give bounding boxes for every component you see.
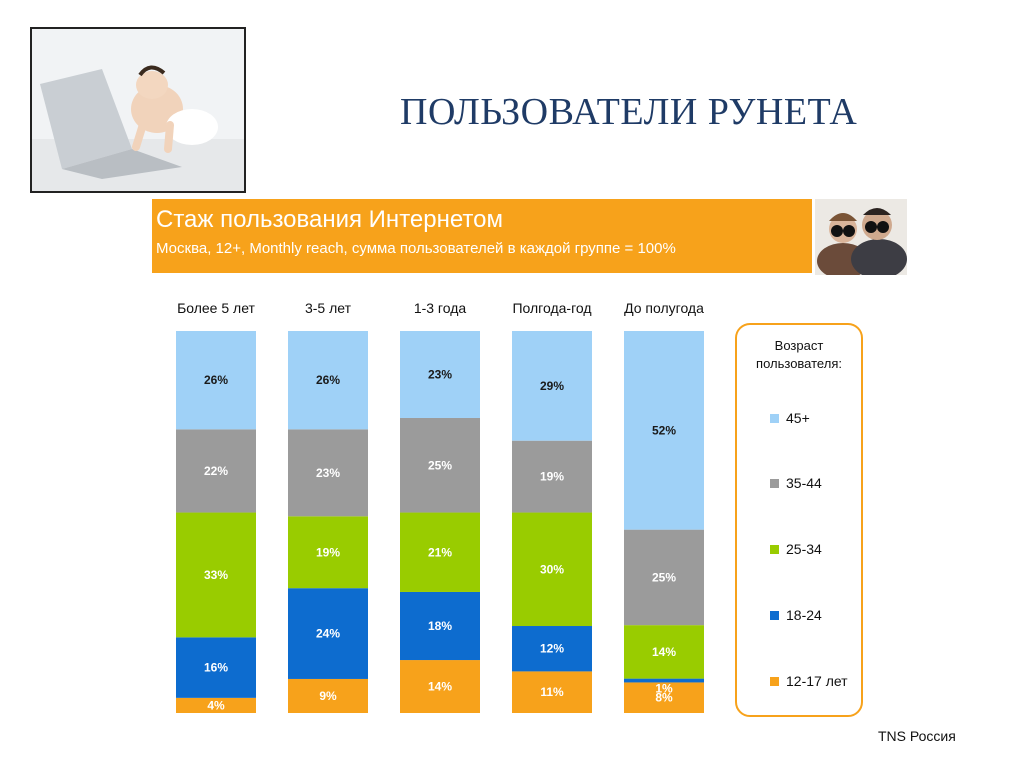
legend-swatch (770, 677, 779, 686)
bar-segment (400, 591, 480, 661)
data-label: 21% (428, 545, 452, 559)
bar-segment (512, 331, 592, 441)
bar-segment (400, 660, 480, 713)
data-label: 4% (207, 698, 225, 712)
data-label: 12% (540, 642, 564, 656)
data-label: 9% (319, 689, 337, 703)
bar-segment (624, 331, 704, 530)
bar-segment (288, 678, 368, 713)
legend-label: 12-17 лет (786, 673, 848, 689)
bar-segment (176, 429, 256, 513)
bar-segment (624, 682, 704, 713)
data-label: 26% (204, 373, 228, 387)
legend-box (735, 323, 863, 717)
bar-segment (624, 678, 704, 683)
bar-segment (400, 417, 480, 513)
bar-segment (288, 588, 368, 679)
binoculars-photo (815, 199, 907, 279)
data-label: 18% (428, 619, 452, 633)
source-note: TNS Россия (878, 728, 956, 744)
legend-swatch (770, 479, 779, 488)
page-title: ПОЛЬЗОВАТЕЛИ РУНЕТА (400, 91, 858, 133)
data-label: 24% (316, 627, 340, 641)
baby-laptop-illustration (32, 29, 244, 191)
baby-laptop-photo (30, 27, 246, 193)
data-label: 16% (204, 661, 228, 675)
data-label: 26% (316, 373, 340, 387)
bar-segment (176, 331, 256, 430)
category-label: Полгода-год (512, 300, 591, 316)
legend-swatch (770, 414, 779, 423)
data-label: 14% (428, 680, 452, 694)
legend-swatch (770, 545, 779, 554)
legend-label: 18-24 (786, 607, 822, 623)
legend-title: Возраст пользователя: (756, 338, 842, 371)
bar-segment (512, 512, 592, 627)
legend-label: 25-34 (786, 541, 822, 557)
bar-segment (400, 331, 480, 418)
data-label: 52% (652, 423, 676, 437)
legend-label: 45+ (786, 410, 810, 426)
bar-segment (512, 671, 592, 713)
bar-segment (176, 697, 256, 713)
bar-segment (512, 440, 592, 513)
data-label: 11% (540, 685, 564, 699)
bar-segment (400, 512, 480, 592)
legend-swatch (770, 611, 779, 620)
category-label: 3-5 лет (305, 300, 352, 316)
data-label: 25% (428, 458, 452, 472)
data-label: 33% (204, 568, 228, 582)
data-label: 30% (540, 562, 564, 576)
category-label: Более 5 лет (177, 300, 255, 316)
bar-segment (288, 429, 368, 517)
data-label: 22% (204, 464, 228, 478)
legend-label: 35-44 (786, 475, 822, 491)
data-label: 1% (655, 681, 673, 695)
data-label: 8% (655, 691, 673, 705)
data-label: 19% (316, 545, 340, 559)
data-label: 23% (316, 466, 340, 480)
data-label: 29% (540, 379, 564, 393)
banner-title: Стаж пользования Интернетом (156, 206, 503, 233)
chart-banner (152, 199, 812, 273)
category-label: 1-3 года (414, 300, 467, 316)
category-label: До полугода (624, 300, 704, 316)
binoculars-illustration (815, 199, 907, 279)
bar-segment (176, 637, 256, 698)
bar-segment (176, 512, 256, 638)
data-label: 19% (540, 470, 564, 484)
bar-segment (288, 516, 368, 589)
bar-segment (512, 626, 592, 672)
bar-segment (624, 625, 704, 679)
data-label: 23% (428, 367, 452, 381)
banner-subtitle: Москва, 12+, Monthly reach, сумма пользо… (156, 240, 676, 257)
bar-segment (624, 529, 704, 626)
data-label: 14% (652, 645, 676, 659)
bar-segment (288, 331, 368, 430)
data-label: 25% (652, 570, 676, 584)
